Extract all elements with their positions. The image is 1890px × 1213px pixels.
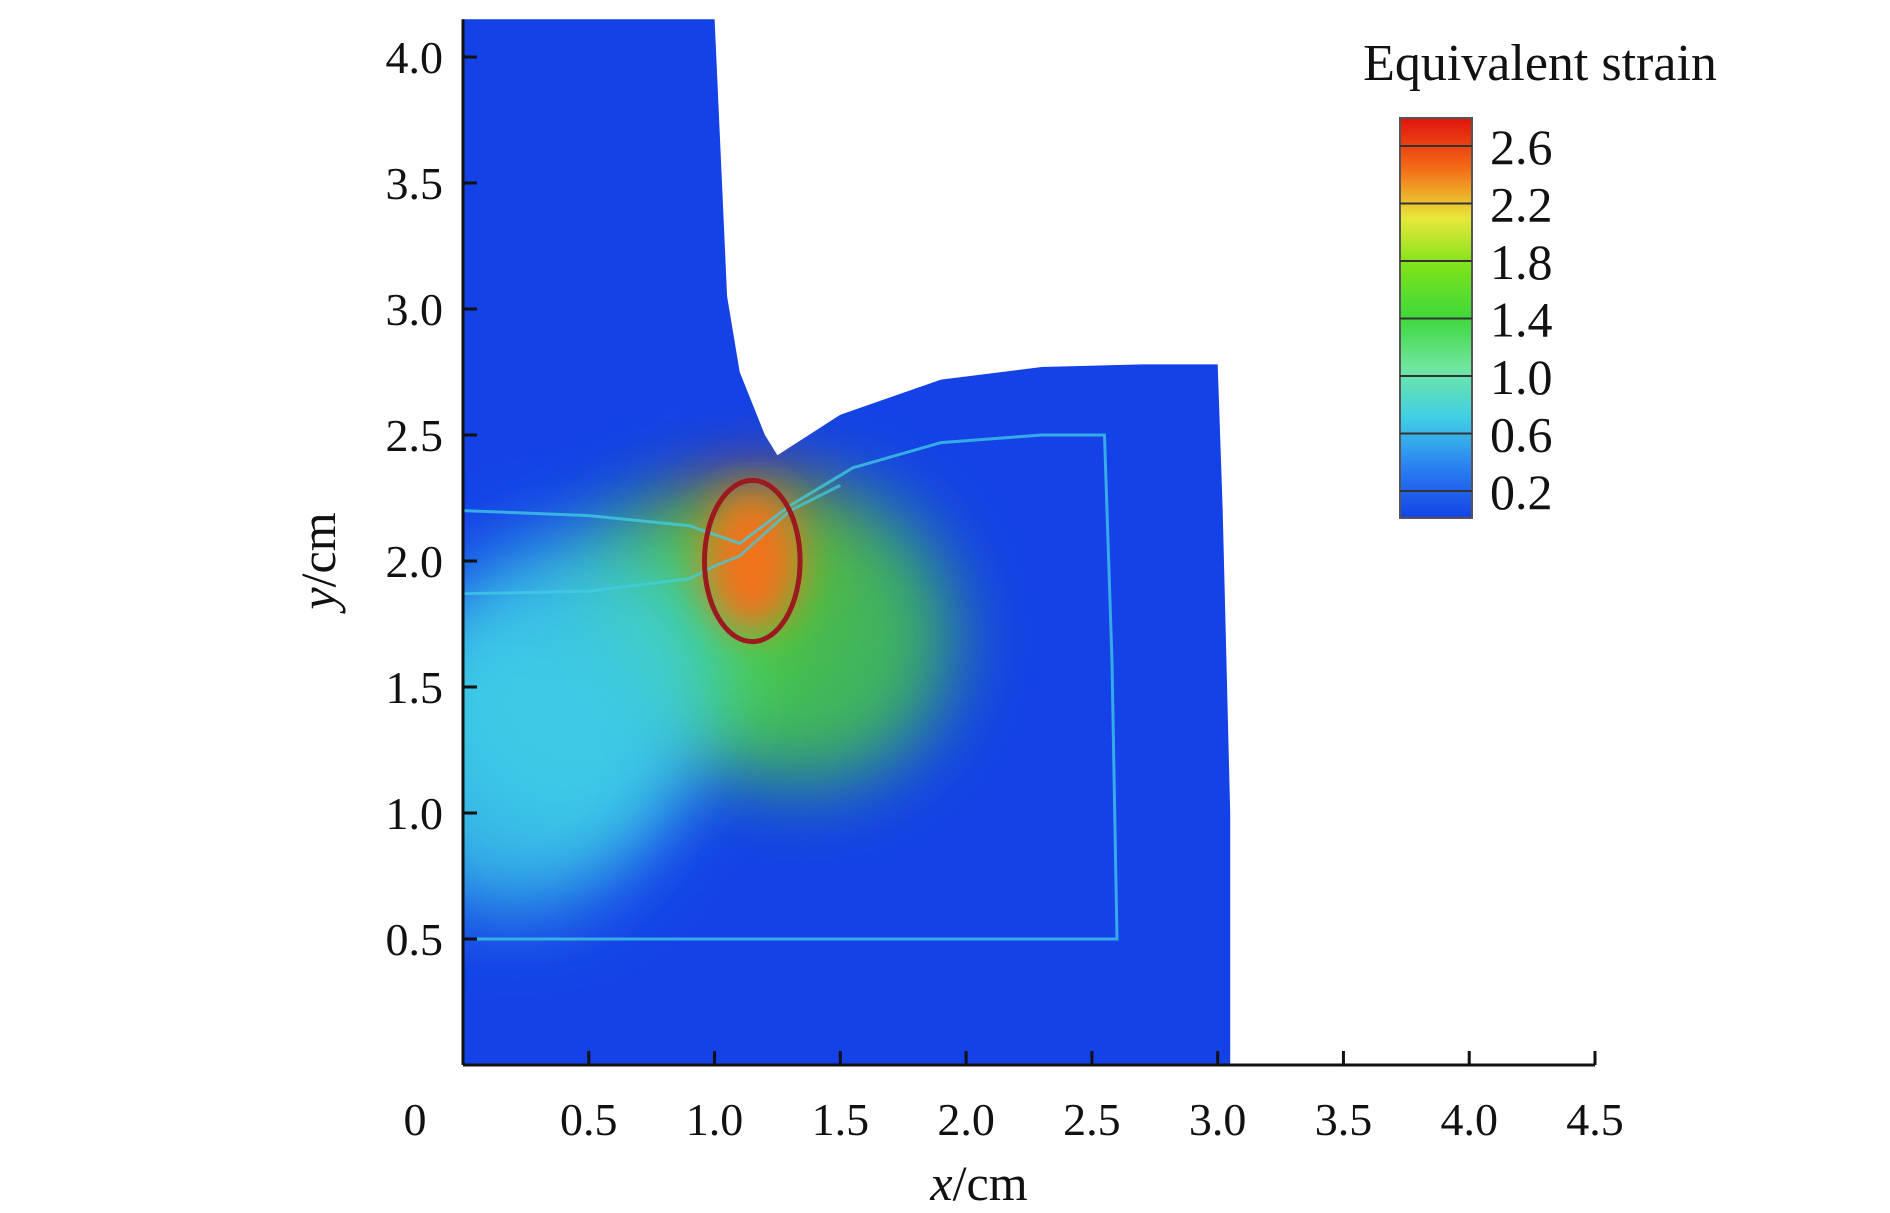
y-tick-label: 2.0 bbox=[386, 536, 444, 587]
x-tick-label: 1.0 bbox=[686, 1094, 744, 1145]
y-axis-title-unit: /cm bbox=[290, 512, 346, 587]
y-tick-label: 3.0 bbox=[386, 284, 444, 335]
y-axis-title: y/cm bbox=[290, 512, 346, 614]
colorbar-label: 2.6 bbox=[1490, 119, 1553, 175]
x-tick-label: 3.5 bbox=[1315, 1094, 1373, 1145]
colorbar-label: 1.8 bbox=[1490, 234, 1553, 290]
colorbar-title: Equivalent strain bbox=[1363, 35, 1717, 92]
colorbar-label: 0.6 bbox=[1490, 407, 1553, 463]
inner-interface-line bbox=[462, 433, 1119, 941]
x-tick-label: 3.0 bbox=[1189, 1094, 1247, 1145]
y-tick-label: 4.0 bbox=[386, 32, 444, 83]
x-tick-label: 4.0 bbox=[1440, 1094, 1498, 1145]
x-tick-label: 4.5 bbox=[1566, 1094, 1624, 1145]
colorbar-legend: Equivalent strain 2.62.21.81.41.00.60.2 bbox=[1363, 35, 1717, 520]
y-tick-label: 1.5 bbox=[386, 662, 444, 713]
strain-field bbox=[462, 19, 1231, 1066]
x-axis-title: x/cm bbox=[929, 1155, 1027, 1211]
strain-core bbox=[704, 491, 801, 631]
x-tick-label: 2.5 bbox=[1063, 1094, 1121, 1145]
colorbar-label: 2.2 bbox=[1490, 177, 1553, 233]
y-axis-title-var: y bbox=[290, 587, 346, 615]
y-tick-label: 1.0 bbox=[386, 788, 444, 839]
strain-hotspot-4 bbox=[463, 612, 664, 913]
x-tick-label: 0 bbox=[404, 1094, 427, 1145]
y-tick-label: 3.5 bbox=[386, 158, 444, 209]
colorbar-contour-lines bbox=[1400, 145, 1472, 492]
x-ticks: 0 0.5 1.0 1.5 2.0 2.5 3.0 3.5 4.0 4.5 bbox=[404, 1051, 1624, 1145]
axes: 0 0.5 1.0 1.5 2.0 2.5 3.0 3.5 4.0 4.5 0.5 1.0 1.5 2.… bbox=[290, 19, 1624, 1211]
y-ticks: 0.5 1.0 1.5 2.0 2.5 3.0 3.5 4.0 bbox=[386, 32, 477, 965]
highlight-ellipse bbox=[701, 477, 803, 645]
y-tick-label: 0.5 bbox=[386, 914, 444, 965]
x-tick-label: 0.5 bbox=[560, 1094, 618, 1145]
x-tick-label: 1.5 bbox=[812, 1094, 870, 1145]
colorbar-label: 1.4 bbox=[1490, 292, 1553, 348]
colorbar-label: 1.0 bbox=[1490, 349, 1553, 405]
x-axis-title-unit: /cm bbox=[953, 1155, 1028, 1211]
y-tick-label: 2.5 bbox=[386, 410, 444, 461]
x-tick-label: 2.0 bbox=[937, 1094, 995, 1145]
x-axis-title-var: x bbox=[929, 1155, 952, 1211]
colorbar-labels: 2.62.21.81.41.00.60.2 bbox=[1490, 119, 1553, 520]
colorbar-label: 0.2 bbox=[1490, 464, 1553, 520]
